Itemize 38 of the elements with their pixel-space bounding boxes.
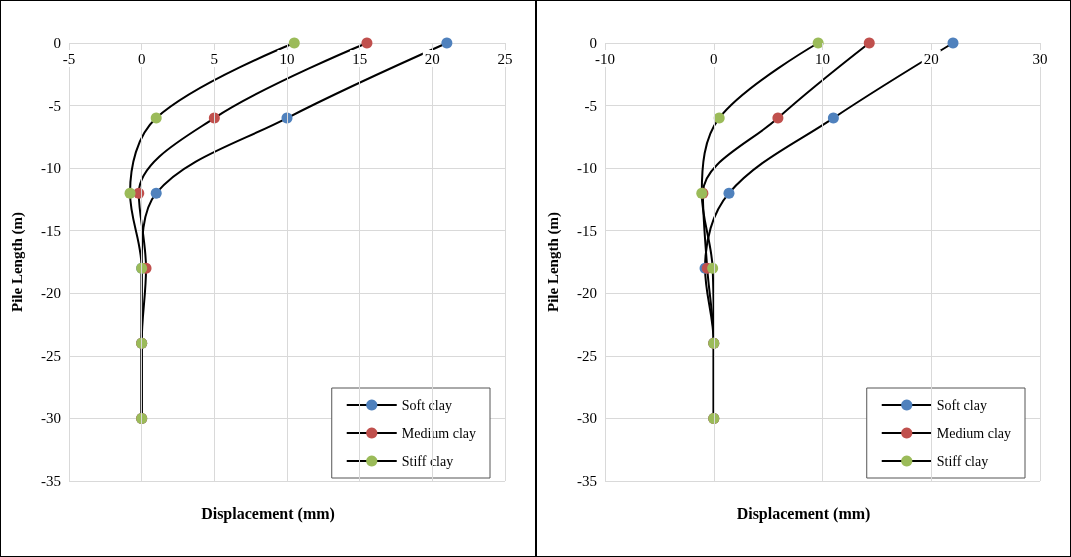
y-axis-title: Pile Length (m) [8,212,26,312]
x-axis-title: Displacement (mm) [201,504,335,523]
y-tick-label: 0 [589,35,597,51]
x-tick-label: -5 [62,50,76,67]
legend-label: Soft clay [936,397,987,413]
x-tick-label: 20 [923,50,939,67]
y-tick-label: -20 [41,285,61,302]
y-tick-label: -25 [577,347,597,364]
legend-label: Stiff clay [936,453,989,469]
y-tick-label: -20 [577,285,597,302]
y-tick-label: -15 [577,222,597,239]
y-tick-label: -35 [577,473,597,489]
x-tick-label: 20 [424,50,440,67]
x-tick-label: 10 [279,50,295,67]
y-tick-label: -25 [41,347,61,364]
y-tick-label: -30 [41,410,61,427]
y-axis-title: Pile Length (m) [544,212,562,312]
x-axis-title: Displacement (mm) [736,504,871,523]
y-tick-label: -15 [41,222,61,239]
x-tick-label: 25 [497,50,513,67]
y-tick-label: -5 [48,97,61,114]
y-tick-label: 0 [53,35,61,51]
legend-label: Soft clay [401,397,452,413]
x-tick-label: 30 [1032,50,1048,67]
legend-label: Medium clay [401,425,477,441]
x-tick-label: 0 [710,50,718,67]
x-tick-label: 10 [815,50,830,67]
y-tick-label: -10 [41,160,61,177]
y-tick-label: -35 [41,473,61,489]
x-tick-label: -10 [595,50,615,67]
y-tick-label: -30 [577,410,597,427]
y-tick-label: -5 [584,97,597,114]
x-tick-label: 5 [210,50,219,67]
legend-label: Stiff clay [401,453,454,469]
legend-label: Medium clay [936,425,1012,441]
x-tick-label: 0 [137,50,146,67]
y-tick-label: -10 [577,160,597,177]
x-tick-label: 15 [352,50,368,67]
